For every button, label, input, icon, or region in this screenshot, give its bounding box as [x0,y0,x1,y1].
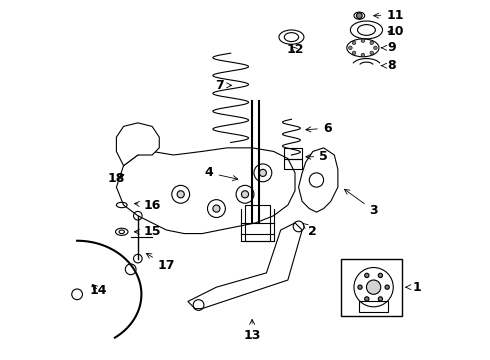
Polygon shape [117,148,295,234]
Circle shape [352,41,356,45]
Circle shape [370,41,373,45]
Circle shape [373,46,377,50]
Text: 14: 14 [90,284,107,297]
Text: 1: 1 [406,281,421,294]
Text: 7: 7 [216,79,232,92]
Circle shape [358,285,362,289]
Bar [284,158,302,169]
Circle shape [356,13,362,18]
Bar [342,258,402,316]
Circle shape [378,297,383,301]
Circle shape [259,169,267,176]
Circle shape [361,53,365,57]
Text: 13: 13 [244,319,261,342]
Circle shape [177,191,184,198]
Circle shape [213,205,220,212]
Circle shape [348,46,352,50]
Circle shape [367,280,381,294]
Polygon shape [188,223,302,309]
Circle shape [242,191,248,198]
Bar [245,205,270,241]
Text: 5: 5 [306,150,328,163]
Bar [284,148,302,158]
Circle shape [385,285,390,289]
Text: 10: 10 [386,25,404,38]
Polygon shape [298,148,338,212]
Circle shape [352,51,356,55]
Text: 15: 15 [134,225,161,238]
Polygon shape [117,123,159,166]
Circle shape [361,39,365,42]
Text: 8: 8 [381,59,396,72]
Text: 16: 16 [134,198,161,212]
Circle shape [370,51,373,55]
Text: 4: 4 [205,166,238,181]
Circle shape [378,273,383,278]
Circle shape [365,297,369,301]
Text: 11: 11 [374,9,404,22]
Text: 17: 17 [147,253,175,272]
Text: 2: 2 [303,224,317,238]
Circle shape [365,273,369,278]
Bar [359,301,388,312]
Text: 3: 3 [344,189,378,217]
Text: 12: 12 [286,43,304,56]
Text: 18: 18 [108,172,125,185]
Text: 6: 6 [306,122,331,135]
Text: 9: 9 [381,41,396,54]
